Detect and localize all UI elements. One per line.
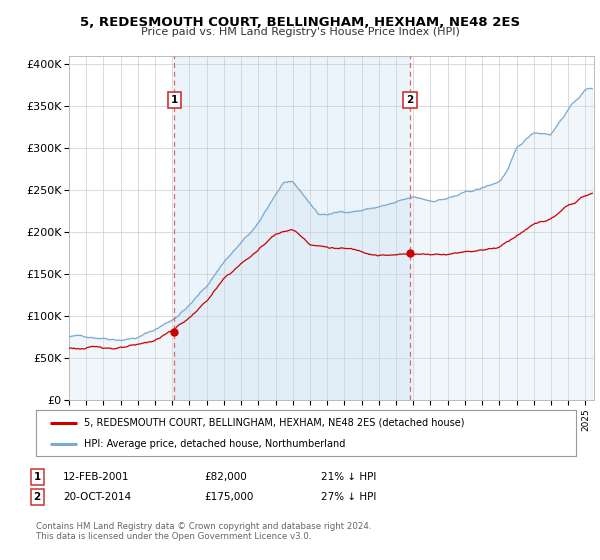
Text: Contains HM Land Registry data © Crown copyright and database right 2024.
This d: Contains HM Land Registry data © Crown c…	[36, 522, 371, 542]
Text: 1: 1	[171, 95, 178, 105]
Text: £82,000: £82,000	[204, 472, 247, 482]
Text: 2: 2	[406, 95, 413, 105]
Text: Price paid vs. HM Land Registry's House Price Index (HPI): Price paid vs. HM Land Registry's House …	[140, 27, 460, 37]
Text: 27% ↓ HPI: 27% ↓ HPI	[321, 492, 376, 502]
Text: 2: 2	[34, 492, 41, 502]
Text: 1: 1	[34, 472, 41, 482]
Text: HPI: Average price, detached house, Northumberland: HPI: Average price, detached house, Nort…	[83, 439, 345, 449]
Text: 20-OCT-2014: 20-OCT-2014	[63, 492, 131, 502]
Text: £175,000: £175,000	[204, 492, 253, 502]
Text: 5, REDESMOUTH COURT, BELLINGHAM, HEXHAM, NE48 2ES (detached house): 5, REDESMOUTH COURT, BELLINGHAM, HEXHAM,…	[83, 418, 464, 428]
Text: 21% ↓ HPI: 21% ↓ HPI	[321, 472, 376, 482]
Text: 5, REDESMOUTH COURT, BELLINGHAM, HEXHAM, NE48 2ES: 5, REDESMOUTH COURT, BELLINGHAM, HEXHAM,…	[80, 16, 520, 29]
Text: 12-FEB-2001: 12-FEB-2001	[63, 472, 130, 482]
Bar	[175, 56, 410, 400]
